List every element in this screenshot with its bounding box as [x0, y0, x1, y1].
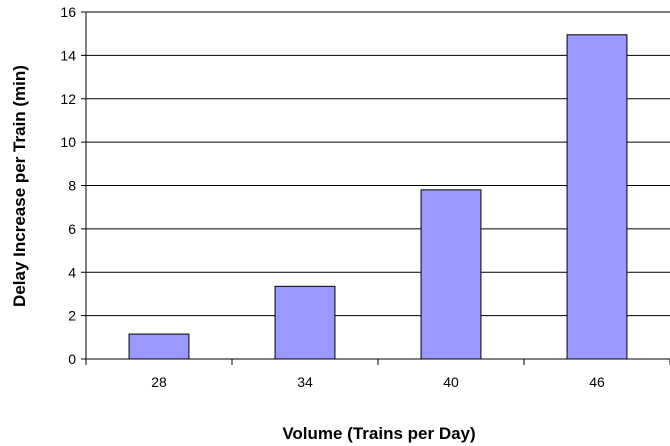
- y-tick-label: 10: [60, 134, 76, 150]
- x-tick-label: 46: [589, 374, 605, 390]
- grid-layer: [86, 11, 670, 317]
- y-tick-label: 12: [60, 91, 76, 107]
- bar-46: [566, 34, 628, 360]
- y-tick-label: 8: [68, 178, 76, 194]
- y-axis-title: Delay Increase per Train (min): [10, 65, 29, 307]
- bar-28: [128, 333, 190, 360]
- x-tick-label: 40: [443, 374, 459, 390]
- x-tick-label: 34: [297, 374, 313, 390]
- y-tick-label: 6: [68, 221, 76, 237]
- y-tick-label: 14: [60, 47, 76, 63]
- bar-40: [420, 189, 482, 360]
- y-tick-label: 4: [68, 264, 76, 280]
- y-tick-label: 0: [68, 351, 76, 367]
- axes-layer: [81, 11, 670, 365]
- x-tick-label: 28: [151, 374, 167, 390]
- bar-34: [274, 285, 336, 360]
- bars-layer: [128, 34, 628, 360]
- y-tick-label: 2: [68, 308, 76, 324]
- x-axis-title: Volume (Trains per Day): [282, 424, 475, 443]
- y-tick-label: 16: [60, 4, 76, 20]
